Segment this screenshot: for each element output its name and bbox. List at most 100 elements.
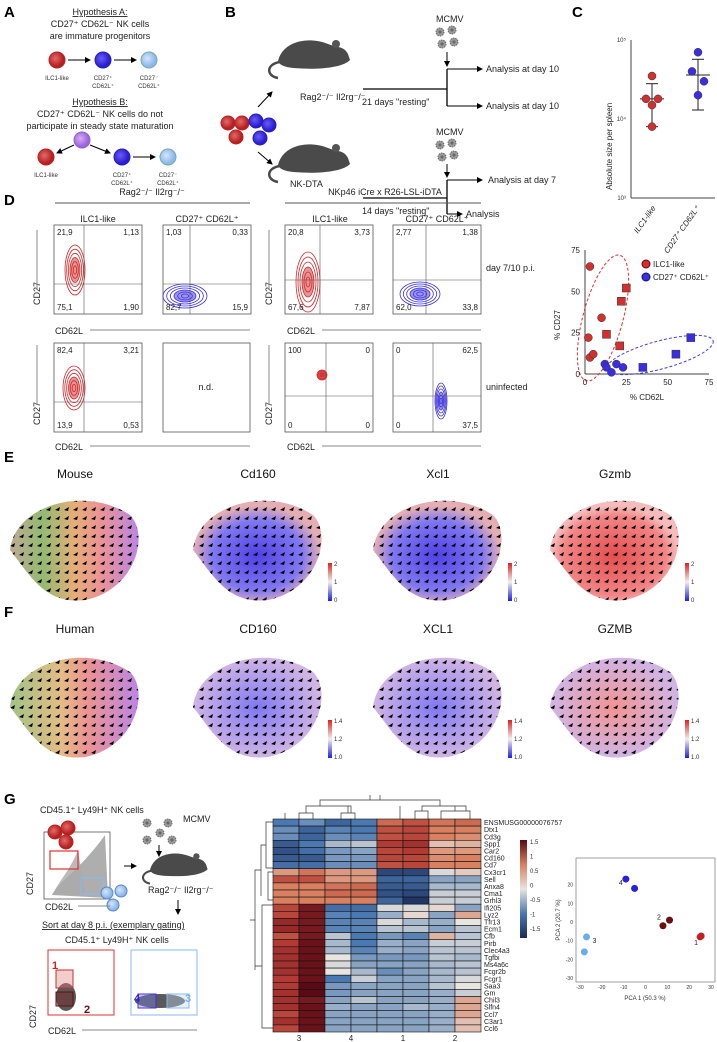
gate-label: 4 xyxy=(134,993,141,1005)
cell-label: CD27⁺ xyxy=(113,172,132,179)
arrow xyxy=(257,151,273,165)
cell-mix xyxy=(220,113,277,146)
heatmap-cell xyxy=(376,918,404,926)
heatmap-cell xyxy=(376,868,404,877)
contour xyxy=(316,369,328,381)
velocity-umap: Mouse xyxy=(10,467,139,601)
heatmap-cell xyxy=(454,1003,482,1011)
heatmap-cell xyxy=(402,996,430,1004)
heatmap-cell xyxy=(376,974,404,983)
heatmap-cell xyxy=(402,847,430,855)
column-header: ILC1-like xyxy=(312,214,348,224)
analysis-label: Analysis at day 10 xyxy=(486,101,559,111)
colorbar-tick: 0 xyxy=(514,598,518,604)
heatmap-cell xyxy=(376,854,404,862)
heatmap-cell xyxy=(402,1010,430,1019)
data-point xyxy=(617,297,626,306)
legend-label: ILC1-like xyxy=(653,260,685,269)
heatmap-cell xyxy=(324,939,352,948)
column-label: 3 xyxy=(297,1034,302,1042)
cell-label: CD62L⁺ xyxy=(138,83,160,90)
x-tick: -10 xyxy=(620,985,627,991)
contour xyxy=(434,382,448,420)
umap-title: Cd160 xyxy=(240,467,276,481)
quadrant-value: 33,8 xyxy=(462,303,478,312)
heatmap-cell xyxy=(350,974,378,983)
gene-label: ENSMUSG00000076757 xyxy=(484,820,562,827)
contour xyxy=(67,252,83,288)
heatmap-cell xyxy=(324,854,352,862)
heatmap-cell xyxy=(324,903,352,912)
cell-cd27-cd62l xyxy=(94,51,112,69)
heatmap-cell xyxy=(454,974,482,983)
data-point xyxy=(583,933,591,941)
column-header: CD27⁺ CD62L⁺ xyxy=(175,214,238,224)
heatmap-cell xyxy=(402,868,430,877)
heatmap-cell xyxy=(324,989,352,997)
heatmap-cell xyxy=(272,939,300,948)
heatmap-cell xyxy=(428,989,456,997)
velocity-umap: Xcl1 2 1 0 xyxy=(373,467,518,604)
heatmap-cell xyxy=(454,996,482,1004)
contour xyxy=(406,285,434,303)
velocity-arrows xyxy=(373,500,502,601)
colorbar-tick: 1 xyxy=(530,855,534,861)
heatmap-cell xyxy=(376,875,404,884)
gene-label: Anxa8 xyxy=(484,884,504,891)
heatmap-cell xyxy=(298,996,326,1004)
heatmap-cell xyxy=(272,896,300,905)
heatmap-cell xyxy=(402,989,430,997)
mcmv-label: MCMV xyxy=(436,127,464,137)
heatmap-cell xyxy=(428,825,456,834)
contour xyxy=(66,248,84,292)
gene-label: Gm xyxy=(484,991,495,998)
heatmap-cell xyxy=(324,967,352,976)
column-label: 2 xyxy=(453,1034,458,1042)
y-tick: -10 xyxy=(566,939,573,945)
heatmap-cell xyxy=(298,981,326,990)
heatmap-cell xyxy=(324,868,352,877)
data-point xyxy=(618,363,628,372)
heatmap-cell xyxy=(402,981,430,990)
heatmap-cell xyxy=(376,1017,404,1026)
velocity-arrows xyxy=(10,657,139,758)
velocity-umap: Human xyxy=(10,622,139,758)
umap-title: Xcl1 xyxy=(426,467,450,481)
quadrant-value: 0,53 xyxy=(123,421,139,430)
y-tick: 10 xyxy=(567,901,573,907)
heatmap-cell xyxy=(298,875,326,884)
heatmap-cell xyxy=(272,875,300,884)
heatmap-cell xyxy=(272,861,300,869)
hypothesis-a-line2: are immature progenitors xyxy=(50,31,151,41)
heatmap-cell xyxy=(454,1017,482,1026)
heatmap-cell xyxy=(324,946,352,955)
heatmap-cell xyxy=(454,839,482,848)
gate-3 xyxy=(166,993,190,1009)
gene-label: Lyz2 xyxy=(484,912,499,919)
panel-label-a: A xyxy=(4,4,15,21)
sort-title: CD45.1⁺ Ly49H⁺ NK cells xyxy=(65,935,169,945)
column-label: 1 xyxy=(401,1034,406,1042)
colorbar-tick: 0 xyxy=(334,598,338,604)
panel-label-e: E xyxy=(4,449,14,466)
mouse-icon xyxy=(267,38,352,80)
data-point xyxy=(659,922,667,930)
heatmap-cell xyxy=(454,1024,482,1033)
timeline xyxy=(363,180,448,214)
colorbar-tick: 1.0 xyxy=(334,755,343,761)
y-tick: -20 xyxy=(566,957,573,963)
column-header: CD27⁺ CD62L⁺ xyxy=(405,214,468,224)
heatmap-cell xyxy=(298,1010,326,1019)
colorbar xyxy=(508,720,512,758)
heatmap-cell xyxy=(376,925,404,933)
data-point xyxy=(699,77,709,86)
hypothesis-b-line1: CD27⁺ CD62L⁻ NK cells do not xyxy=(37,109,164,119)
heatmap-cell xyxy=(298,839,326,848)
heatmap-cell xyxy=(272,1017,300,1026)
heatmap-cell xyxy=(272,932,300,940)
gene-label: Ms4a6c xyxy=(484,962,509,969)
arrow xyxy=(257,91,273,108)
colorbar-tick: 1.2 xyxy=(514,737,523,743)
mcmv-label: MCMV xyxy=(436,14,464,24)
contour xyxy=(66,372,82,404)
